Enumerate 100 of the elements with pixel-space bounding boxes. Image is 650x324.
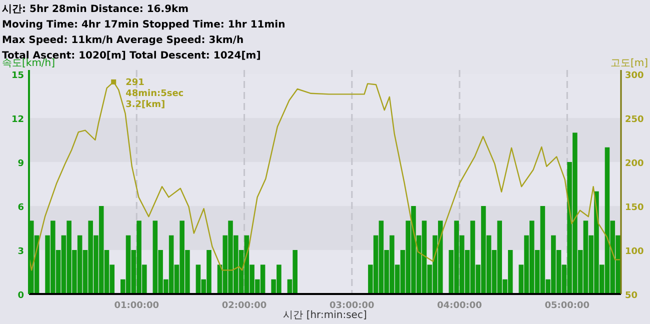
bar (508, 250, 513, 294)
bar (260, 264, 266, 294)
bar (572, 132, 578, 294)
bar (82, 250, 88, 294)
bar (400, 250, 406, 294)
bar (524, 235, 529, 294)
bar (464, 250, 470, 294)
bar (104, 250, 110, 294)
bar (378, 220, 384, 294)
bar (72, 250, 77, 294)
bar (422, 220, 427, 294)
bar (454, 220, 459, 294)
y-tick-label: 9 (18, 159, 24, 169)
bar (470, 220, 476, 294)
x-tick-label: 04:00:00 (437, 301, 482, 311)
bar (292, 250, 298, 294)
y-tick-label: 12 (11, 115, 24, 125)
bar (158, 250, 163, 294)
bar (599, 264, 604, 294)
bar (427, 264, 432, 294)
bar (530, 220, 534, 294)
y2-tick-label: 50 (625, 291, 638, 301)
bar (77, 235, 82, 294)
bar (448, 250, 454, 294)
bar (604, 147, 610, 294)
bar (551, 235, 556, 294)
bar (476, 264, 480, 294)
y2-tick-label: 200 (625, 159, 644, 169)
bar (201, 279, 206, 294)
bar (255, 279, 260, 294)
y-axis-title: 속도[km/h] (2, 58, 56, 69)
bar (390, 235, 394, 294)
bar (168, 235, 174, 294)
bar (120, 279, 126, 294)
bar (432, 235, 438, 294)
bar (61, 235, 66, 294)
y-tick-label: 15 (11, 71, 24, 81)
bar (384, 250, 389, 294)
bar (416, 235, 422, 294)
bar (594, 191, 599, 294)
y2-tick-label: 100 (625, 247, 644, 257)
x-axis-title: 시간 [hr:min:sec] (283, 310, 367, 321)
bar (567, 162, 572, 294)
bar (206, 250, 212, 294)
bar (394, 264, 400, 294)
bar (126, 235, 131, 294)
x-tick-label: 05:00:00 (544, 301, 590, 311)
bar (406, 220, 411, 294)
bar (411, 206, 416, 294)
text: Max Speed: 11km/h Average Speed: 3km/h (2, 35, 244, 46)
bar (164, 279, 168, 294)
bar (45, 235, 50, 294)
bar (94, 235, 98, 294)
bar (222, 235, 228, 294)
bar (142, 264, 147, 294)
bar (497, 220, 502, 294)
bar (562, 264, 567, 294)
bar (196, 264, 201, 294)
bar (373, 235, 378, 294)
bar (588, 235, 594, 294)
bar (534, 250, 540, 294)
bar (502, 279, 508, 294)
annotation: 291 48min:5sec 3.2[km] (126, 78, 184, 110)
bar (578, 250, 583, 294)
bar (152, 220, 158, 294)
bar (610, 220, 616, 294)
y-tick-label: 3 (18, 247, 24, 257)
y-tick-label: 6 (18, 203, 24, 213)
bar (460, 235, 464, 294)
bar (368, 264, 373, 294)
y2-tick-label: 300 (625, 71, 644, 81)
bar (66, 220, 72, 294)
bar (481, 206, 486, 294)
bar (56, 250, 61, 294)
bar (136, 220, 142, 294)
bar (438, 220, 443, 294)
bar (98, 206, 104, 294)
bar (540, 206, 546, 294)
y2-axis-title: 고도[m] (610, 58, 648, 69)
bar (583, 220, 588, 294)
bar (271, 279, 276, 294)
chart-title: 시간: 5hr 28min Distance: 16.9km (2, 4, 189, 15)
bar (486, 235, 492, 294)
bar (616, 235, 620, 294)
bar (276, 264, 282, 294)
bar (556, 250, 562, 294)
bar (185, 250, 190, 294)
bar (546, 279, 550, 294)
bar (228, 220, 233, 294)
bar (50, 220, 56, 294)
bar (88, 220, 93, 294)
bar (492, 250, 497, 294)
y2-tick-label: 250 (625, 115, 644, 125)
bar (518, 264, 524, 294)
x-tick-label: 02:00:00 (222, 301, 267, 311)
x-tick-label: 01:00:00 (114, 301, 160, 311)
bar (250, 264, 254, 294)
bar (174, 264, 180, 294)
bar (131, 250, 136, 294)
bar (110, 264, 115, 294)
